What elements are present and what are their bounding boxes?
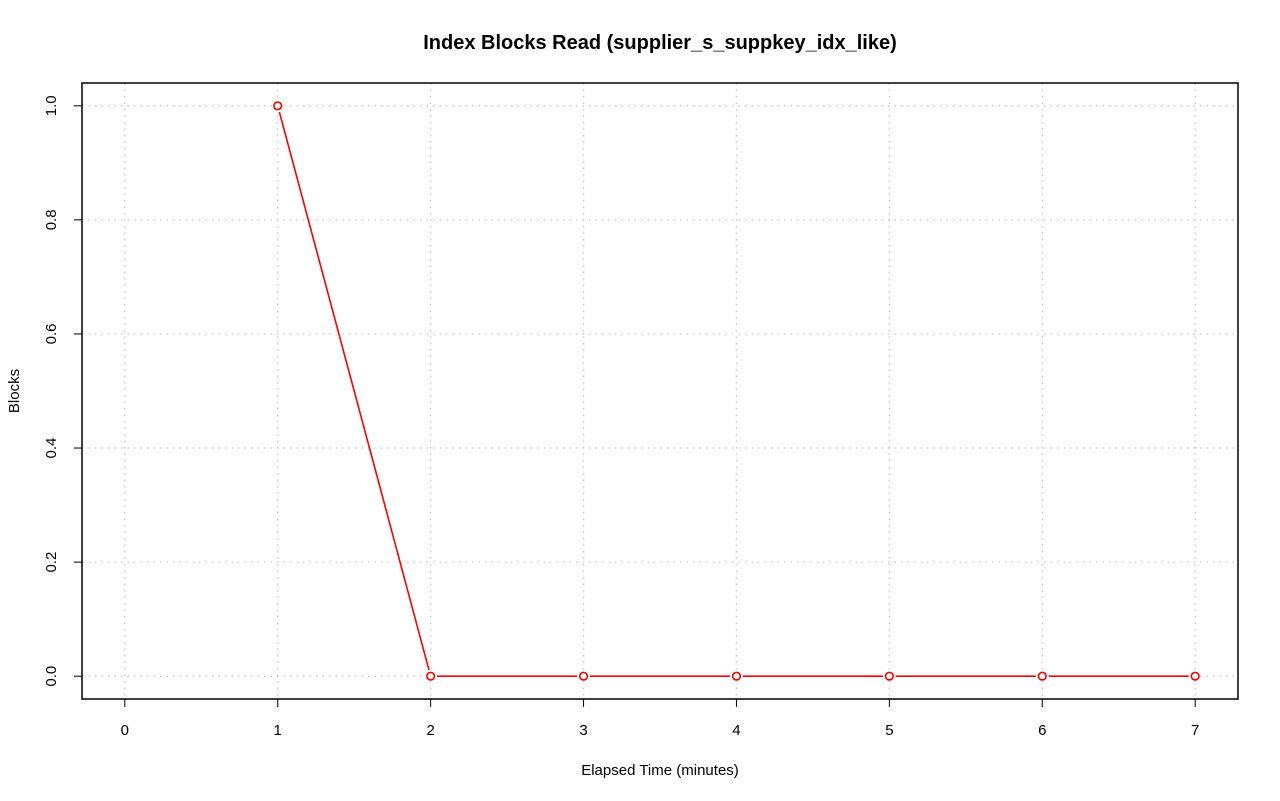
x-tick-label: 1	[274, 722, 282, 739]
data-point	[273, 101, 283, 111]
data-point	[1037, 671, 1047, 681]
chart-title: Index Blocks Read (supplier_s_suppkey_id…	[423, 32, 897, 54]
x-tick-label: 0	[121, 722, 129, 739]
x-tick-label: 4	[732, 722, 740, 739]
x-tick-label: 5	[885, 722, 893, 739]
y-tick-label: 0.0	[43, 666, 60, 687]
x-tick-label: 7	[1191, 722, 1199, 739]
y-tick-label: 0.2	[43, 552, 60, 573]
y-tick-label: 0.4	[43, 438, 60, 459]
x-tick-label: 2	[426, 722, 434, 739]
y-axis-label: Blocks	[6, 369, 23, 413]
x-tick-label: 3	[579, 722, 587, 739]
x-axis-label: Elapsed Time (minutes)	[581, 762, 739, 779]
x-tick-label: 6	[1038, 722, 1046, 739]
y-tick-label: 1.0	[43, 95, 60, 116]
y-tick-label: 0.6	[43, 324, 60, 345]
series-line-segment	[278, 111, 430, 671]
series-layer	[273, 101, 1200, 681]
data-point	[578, 671, 589, 681]
data-point	[731, 671, 742, 681]
y-tick-label: 0.8	[43, 209, 60, 230]
plot-frame	[81, 82, 1239, 700]
data-point	[1190, 671, 1200, 681]
data-point	[884, 671, 894, 681]
data-point	[426, 671, 436, 681]
